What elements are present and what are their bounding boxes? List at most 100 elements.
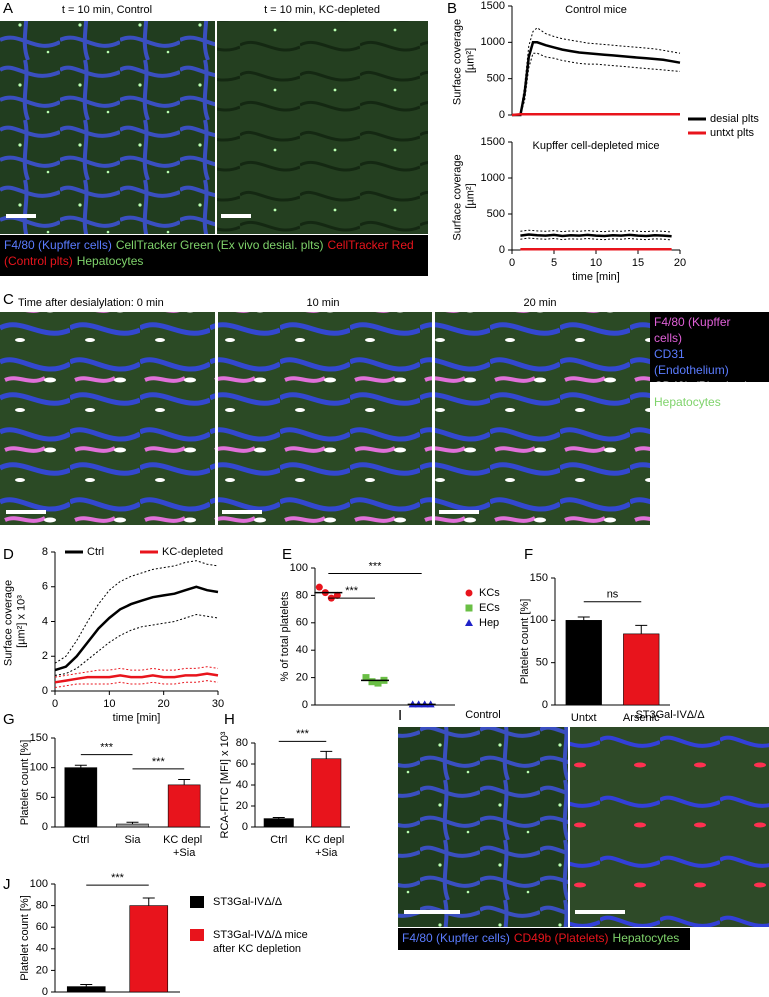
y-tick-label: 0 — [499, 244, 505, 256]
error-bar — [320, 750, 333, 759]
y-tick-label: 60 — [296, 617, 308, 629]
bar — [623, 633, 660, 706]
y-tick-label: 500 — [487, 73, 505, 85]
legend-entry: Hepatocytes — [654, 395, 721, 409]
y-tick-label: 20 — [296, 672, 308, 684]
y-tick-label: 100 — [530, 614, 548, 626]
series-line — [54, 672, 219, 684]
error-bar — [80, 983, 93, 987]
y-tick-label: 150 — [530, 572, 548, 584]
chart-title: Kupffer cell-depleted mice — [533, 140, 660, 152]
y-tick-label: 0 — [42, 821, 48, 833]
deviation-line — [54, 613, 219, 676]
significance-label: *** — [100, 742, 114, 754]
data-point — [315, 583, 323, 591]
error-bar — [126, 821, 139, 825]
image-title: 20 min — [523, 297, 556, 309]
panel-letter: H — [224, 711, 235, 728]
y-axis-label: Surface coverage [µm²] x 10³ — [2, 577, 27, 666]
legend: F4/80 (Kupffer cells) CellTracker Green (… — [0, 235, 428, 276]
legend-label: untxt plts — [710, 127, 755, 139]
x-axis-label: time [min] — [113, 712, 161, 724]
y-axis-label: Platelet count [%] — [519, 599, 531, 685]
significance-label: *** — [296, 728, 310, 740]
y-tick-label: 0 — [242, 821, 248, 833]
legend-label: KCs — [479, 587, 500, 599]
bar — [263, 818, 294, 828]
micrograph — [570, 727, 769, 927]
y-axis-label: RCA-FITC [MFI] x 10³ — [219, 731, 231, 838]
x-tick-label: Arsenic — [623, 712, 660, 724]
y-tick-label: 8 — [42, 546, 48, 558]
micrograph — [217, 21, 428, 234]
legend-entry: F4/80 (Kupffer cells) — [4, 238, 112, 252]
bar — [565, 620, 602, 706]
y-tick-label: 20 — [236, 800, 248, 812]
x-tick-label: KC depl +Sia — [305, 834, 347, 859]
y-axis-label: Platelet count [%] — [19, 740, 31, 826]
x-tick-label: KC depl +Sia — [163, 834, 205, 859]
error-bar — [635, 624, 648, 634]
x-tick-label: Sia — [125, 834, 142, 846]
legend-label: ECs — [479, 602, 500, 614]
y-tick-label: 150 — [30, 732, 48, 744]
y-tick-label: 1000 — [481, 36, 505, 48]
y-tick-label: 500 — [487, 208, 505, 220]
legend-marker — [465, 619, 473, 626]
y-axis-label: Platelet count [%] — [19, 895, 31, 981]
series-line — [512, 41, 681, 117]
panel-letter: B — [447, 0, 457, 17]
chart-title: Control mice — [565, 4, 627, 16]
y-axis-label: Surface coverage [µm²] — [451, 16, 476, 105]
y-tick-label: 80 — [236, 737, 248, 749]
image-title: t = 10 min, Control — [62, 4, 152, 16]
y-tick-label: 6 — [42, 581, 48, 593]
legend-entry: CD49b (Platelets) — [513, 931, 609, 945]
micrograph — [218, 312, 432, 525]
error-bar — [178, 779, 191, 785]
y-tick-label: 0 — [42, 986, 48, 997]
deviation-line — [54, 560, 219, 664]
data-point — [333, 591, 341, 599]
y-tick-label: 0 — [542, 699, 548, 711]
image-title: 10 min — [306, 297, 339, 309]
y-tick-label: 20 — [36, 964, 48, 976]
x-tick-label: 10 — [590, 257, 602, 269]
legend: F4/80 (Kupffer cells) CD31 (Endothelium) C… — [650, 312, 769, 409]
deviation-line — [520, 229, 672, 233]
image-title: Control — [465, 709, 500, 721]
y-tick-label: 50 — [536, 657, 548, 669]
micrograph — [0, 312, 215, 525]
legend-label: ST3Gal-IVΔ/Δ mice after KC depletion — [213, 929, 311, 955]
x-tick-label: 0 — [509, 257, 515, 269]
image-title: Time after desialylation: 0 min — [18, 297, 164, 309]
x-tick-label: 20 — [158, 698, 170, 710]
legend-entry: Hepatocytes — [76, 254, 144, 268]
panel-letter: I — [398, 707, 402, 724]
bar — [116, 823, 149, 828]
image-title: t = 10 min, KC-depleted — [264, 4, 380, 16]
panel-letter: G — [3, 711, 15, 728]
x-axis-label: time [min] — [572, 271, 620, 283]
legend-entry: CellTracker Red (Control plts) — [4, 238, 414, 268]
y-axis-label: Surface coverage [µm²] — [451, 151, 476, 240]
data-point — [368, 678, 376, 686]
deviation-line — [512, 52, 681, 116]
significance-label: *** — [111, 872, 125, 884]
x-tick-label: 30 — [212, 698, 224, 710]
bar — [311, 758, 342, 828]
x-tick-label: Ctrl — [270, 834, 287, 846]
series-line — [54, 585, 219, 672]
y-tick-label: 4 — [42, 615, 48, 627]
legend: F4/80 (Kupffer cells) CD49b (Platelets) He… — [398, 928, 690, 950]
bar — [64, 767, 98, 828]
y-tick-label: 0 — [302, 699, 308, 711]
y-tick-label: 80 — [296, 589, 308, 601]
y-tick-label: 1500 — [481, 136, 505, 148]
y-tick-label: 80 — [36, 900, 48, 912]
series-line — [511, 113, 680, 117]
significance-label: *** — [345, 585, 359, 597]
legend-entry: CD49b (Platelets) — [654, 379, 749, 393]
significance-label: *** — [369, 560, 383, 572]
legend-entry: Hepatocytes — [612, 931, 680, 945]
